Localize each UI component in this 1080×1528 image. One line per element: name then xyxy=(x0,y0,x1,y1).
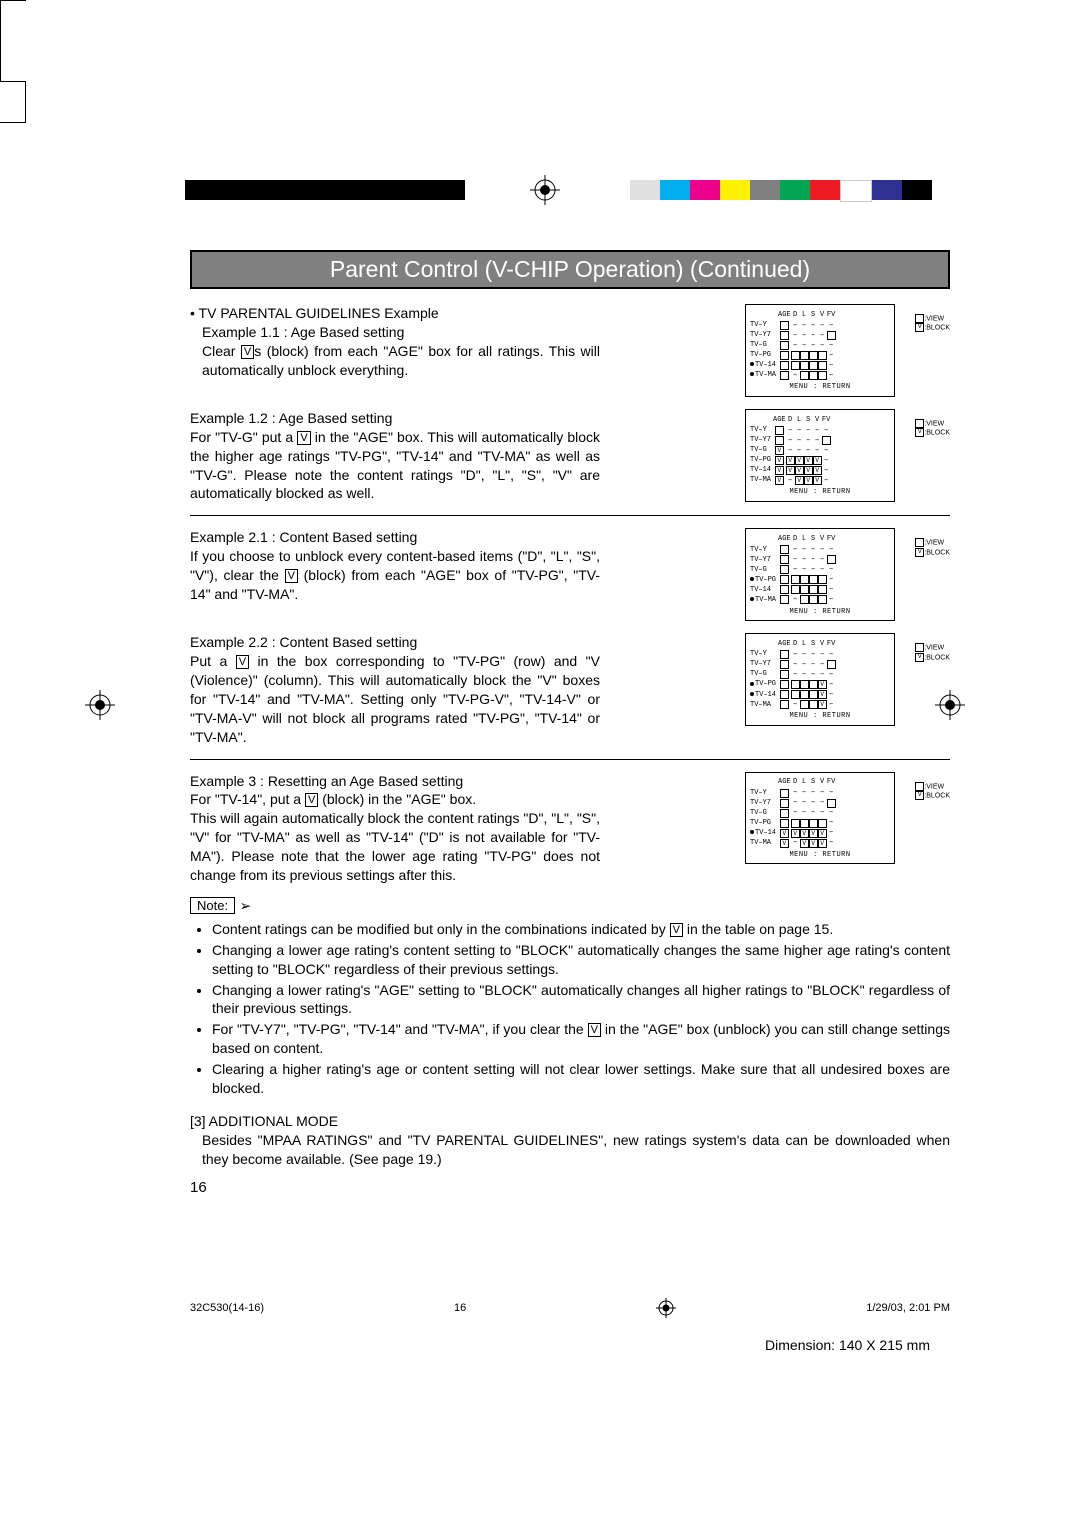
note-label: Note: xyxy=(190,897,235,914)
body-text: Clear Vs (block) from each "AGE" box for… xyxy=(202,342,600,380)
section-text: Example 2.2 : Content Based setting Put … xyxy=(190,633,600,746)
dimension-text: Dimension: 140 X 215 mm xyxy=(765,1337,930,1353)
note-item: Changing a lower rating's "AGE" setting … xyxy=(212,981,950,1019)
section-ex21: Example 2.1 : Content Based setting If y… xyxy=(190,528,950,621)
divider xyxy=(190,759,950,760)
content: Parent Control (V-CHIP Operation) (Conti… xyxy=(190,250,950,1196)
color-patch xyxy=(690,180,720,200)
subtitle: Example 2.1 : Content Based setting xyxy=(190,528,600,547)
v-box-icon: V xyxy=(236,655,249,669)
footer: 32C530(14-16) 16 1/29/03, 2:01 PM xyxy=(190,1298,950,1318)
section-ex3: Example 3 : Resetting an Age Based setti… xyxy=(190,772,950,885)
body-text: For "TV-14", put a V (block) in the "AGE… xyxy=(190,790,600,809)
body-text: This will again automatically block the … xyxy=(190,809,600,885)
crop-mark xyxy=(0,41,26,82)
page: Parent Control (V-CHIP Operation) (Conti… xyxy=(0,0,1080,1528)
registration-target-icon xyxy=(85,690,145,750)
section-text: Example 1.2 : Age Based setting For "TV-… xyxy=(190,409,600,503)
v-box-icon: V xyxy=(670,923,683,937)
section-text: TV PARENTAL GUIDELINES Example Example 1… xyxy=(190,304,600,380)
v-box-icon: V xyxy=(305,793,318,807)
footer-left: 32C530(14-16) xyxy=(190,1302,264,1314)
v-box-icon: V xyxy=(588,1023,601,1037)
crop-mark xyxy=(0,0,26,41)
note-item: Clearing a higher rating's age or conten… xyxy=(212,1060,950,1098)
color-patch xyxy=(902,180,932,200)
note-item: Changing a lower age rating's content se… xyxy=(212,941,950,979)
rating-grid: AGEDLSVFVTV–Y–––––TV–Y7––––TV–G–––––TV–P… xyxy=(745,304,895,397)
registration-target-icon xyxy=(530,175,560,205)
color-patch xyxy=(660,180,690,200)
subtitle: Example 2.2 : Content Based setting xyxy=(190,633,600,652)
section-text: Example 3 : Resetting an Age Based setti… xyxy=(190,772,600,885)
heading: [3] ADDITIONAL MODE xyxy=(190,1112,950,1131)
v-box-icon: V xyxy=(297,431,310,445)
rating-grid: AGEDLSVFVTV–Y–––––TV–Y7––––TV–G–––––TV–P… xyxy=(745,528,895,621)
note-item: For "TV-Y7", "TV-PG", "TV-14" and "TV-MA… xyxy=(212,1020,950,1058)
rating-grid: AGEDLSVFVTV–Y–––––TV–Y7––––TV–G–––––TV–P… xyxy=(745,633,895,726)
color-patches xyxy=(630,180,932,200)
arrow-icon: ➢ xyxy=(240,897,252,913)
registration-target-icon xyxy=(656,1298,676,1318)
black-bar xyxy=(185,180,465,200)
section-ex22: Example 2.2 : Content Based setting Put … xyxy=(190,633,950,746)
crop-mark xyxy=(0,82,26,123)
footer-right: 1/29/03, 2:01 PM xyxy=(866,1302,950,1314)
v-box-icon: V xyxy=(285,569,298,583)
registration-top xyxy=(90,175,990,205)
color-patch xyxy=(630,180,660,200)
color-patch xyxy=(840,180,872,202)
page-title: Parent Control (V-CHIP Operation) (Conti… xyxy=(192,252,948,287)
body-text: Put a V in the box corresponding to "TV-… xyxy=(190,652,600,746)
section-ex12: Example 1.2 : Age Based setting For "TV-… xyxy=(190,409,950,503)
rating-grid: AGEDLSVFVTV–Y–––––TV–Y7––––TV–GV–––––TV–… xyxy=(745,409,895,502)
divider xyxy=(190,515,950,516)
body-text: For "TV-G" put a V in the "AGE" box. Thi… xyxy=(190,428,600,504)
section-text: Example 2.1 : Content Based setting If y… xyxy=(190,528,600,604)
v-box-icon: V xyxy=(241,345,254,359)
notes-list: Content ratings can be modified but only… xyxy=(190,920,950,1098)
page-number: 16 xyxy=(190,1179,950,1196)
body-text: If you choose to unblock every content-b… xyxy=(190,547,600,604)
note-item: Content ratings can be modified but only… xyxy=(212,920,950,939)
color-patch xyxy=(780,180,810,200)
title-bar: Parent Control (V-CHIP Operation) (Conti… xyxy=(190,250,950,289)
color-patch xyxy=(750,180,780,200)
additional-mode: [3] ADDITIONAL MODE Besides "MPAA RATING… xyxy=(190,1112,950,1169)
color-patch xyxy=(872,180,902,200)
subtitle: Example 3 : Resetting an Age Based setti… xyxy=(190,772,600,791)
heading: TV PARENTAL GUIDELINES Example xyxy=(190,304,600,323)
footer-center: 16 xyxy=(454,1302,466,1314)
rating-grid: AGEDLSVFVTV–Y–––––TV–Y7––––TV–G–––––TV–P… xyxy=(745,772,895,865)
color-patch xyxy=(720,180,750,200)
color-patch xyxy=(810,180,840,200)
subtitle: Example 1.2 : Age Based setting xyxy=(190,409,600,428)
note-row: Note: ➢ xyxy=(190,897,950,920)
section-ex11: TV PARENTAL GUIDELINES Example Example 1… xyxy=(190,304,950,397)
body-text: Besides "MPAA RATINGS" and "TV PARENTAL … xyxy=(190,1131,950,1169)
subtitle: Example 1.1 : Age Based setting xyxy=(202,323,600,342)
